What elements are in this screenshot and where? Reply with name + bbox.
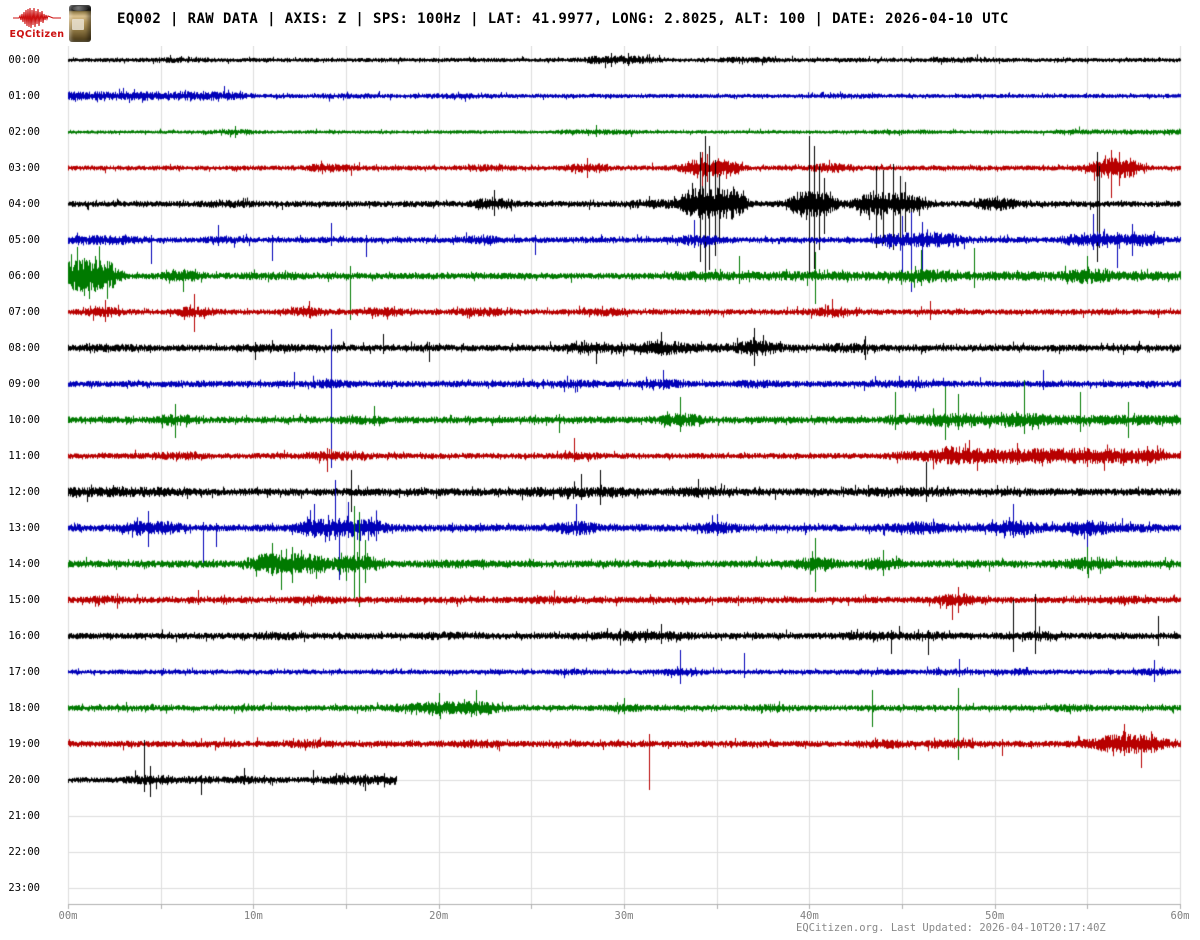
hour-label: 11:00 (8, 450, 40, 462)
hour-label: 06:00 (8, 270, 40, 282)
header-title: EQ002 | RAW DATA | AXIS: Z | SPS: 100Hz … (117, 11, 1009, 27)
hour-label: 13:00 (8, 522, 40, 534)
hour-axis: 00:00 01:00 02:00 03:00 04:00 05:00 06:00 07:00… (0, 0, 44, 940)
footer-note: EQCitizen.org. Last Updated: 2026-04-10T… (796, 922, 1106, 934)
hour-label: 08:00 (8, 342, 40, 354)
hour-label: 20:00 (8, 774, 40, 786)
eqcitizen-logo: EQCitizen (8, 6, 66, 44)
hour-label: 15:00 (8, 594, 40, 606)
hour-label: 02:00 (8, 126, 40, 138)
hour-label: 23:00 (8, 882, 40, 894)
sensor-cap (72, 6, 88, 11)
hour-label: 18:00 (8, 702, 40, 714)
header: EQCitizen EQ002 | RAW DATA | AXIS: Z | S… (0, 0, 1200, 46)
hour-label: 19:00 (8, 738, 40, 750)
seismic-waveform-icon (13, 7, 61, 29)
hour-label: 04:00 (8, 198, 40, 210)
logo-text: EQCitizen (9, 29, 65, 40)
hour-label: 14:00 (8, 558, 40, 570)
sensor-label (72, 19, 84, 30)
hour-label: 05:00 (8, 234, 40, 246)
hour-label: 07:00 (8, 306, 40, 318)
hour-label: 21:00 (8, 810, 40, 822)
hour-label: 22:00 (8, 846, 40, 858)
hour-label: 17:00 (8, 666, 40, 678)
hour-label: 00:00 (8, 54, 40, 66)
hour-label: 09:00 (8, 378, 40, 390)
hour-label: 16:00 (8, 630, 40, 642)
hour-label: 01:00 (8, 90, 40, 102)
hour-label: 10:00 (8, 414, 40, 426)
hour-label: 03:00 (8, 162, 40, 174)
geophone-sensor-icon (69, 5, 91, 42)
hour-label: 12:00 (8, 486, 40, 498)
